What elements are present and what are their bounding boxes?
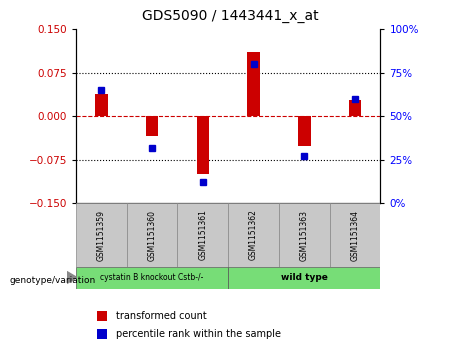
- Text: GSM1151361: GSM1151361: [198, 209, 207, 261]
- Bar: [177, 203, 228, 267]
- Bar: [97, 329, 107, 339]
- Text: GDS5090 / 1443441_x_at: GDS5090 / 1443441_x_at: [142, 9, 319, 23]
- Bar: [76, 267, 228, 289]
- Text: wild type: wild type: [281, 273, 328, 282]
- Text: GSM1151363: GSM1151363: [300, 209, 309, 261]
- Bar: [228, 267, 380, 289]
- Bar: [330, 203, 380, 267]
- Text: GSM1151362: GSM1151362: [249, 209, 258, 261]
- Bar: [97, 311, 107, 321]
- Text: genotype/variation: genotype/variation: [9, 276, 95, 285]
- Bar: [95, 94, 108, 116]
- Bar: [146, 116, 159, 136]
- Text: GSM1151359: GSM1151359: [97, 209, 106, 261]
- Polygon shape: [67, 272, 77, 284]
- Text: GSM1151360: GSM1151360: [148, 209, 157, 261]
- Bar: [279, 203, 330, 267]
- Bar: [127, 203, 177, 267]
- Bar: [228, 203, 279, 267]
- Text: cystatin B knockout Cstb-/-: cystatin B knockout Cstb-/-: [100, 273, 204, 282]
- Bar: [247, 52, 260, 116]
- Text: GSM1151364: GSM1151364: [350, 209, 360, 261]
- Bar: [349, 100, 361, 116]
- Text: transformed count: transformed count: [116, 311, 207, 321]
- Bar: [76, 203, 127, 267]
- Bar: [196, 116, 209, 174]
- Text: percentile rank within the sample: percentile rank within the sample: [116, 329, 281, 339]
- Bar: [298, 116, 311, 146]
